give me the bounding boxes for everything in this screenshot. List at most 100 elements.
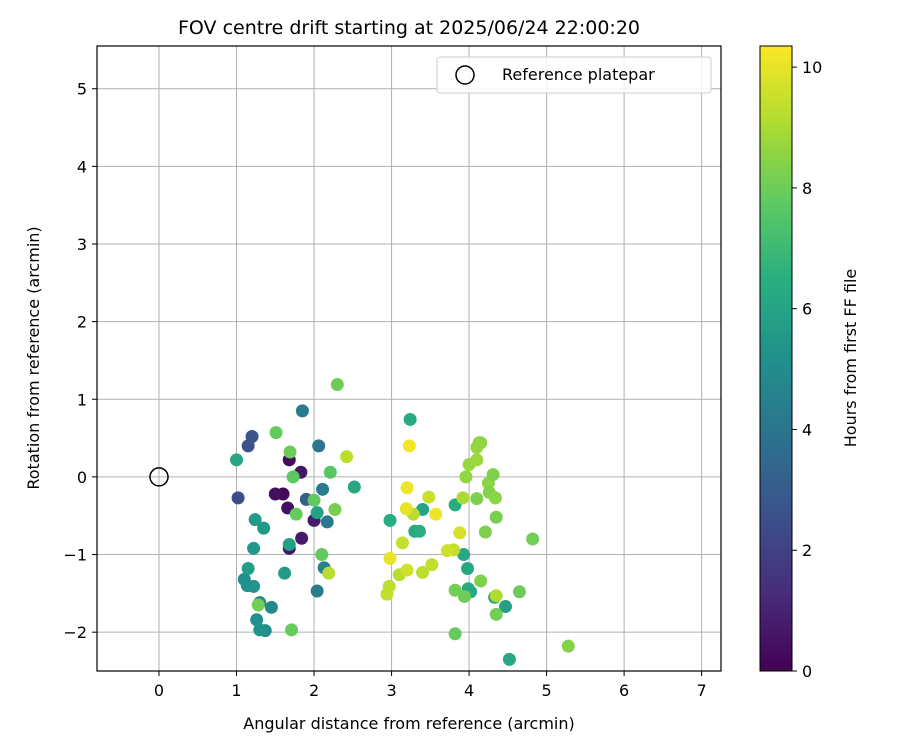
- x-tick-label: 7: [697, 681, 707, 700]
- data-point: [323, 465, 337, 479]
- data-point: [400, 563, 414, 577]
- data-point: [257, 521, 271, 535]
- plot-area: 0 1 2 3 4 5 6 7 −2 −1 0 1 2 3 4 5: [63, 45, 722, 700]
- data-point: [247, 541, 261, 555]
- x-tick-label: 0: [154, 681, 164, 700]
- data-point: [278, 566, 292, 580]
- legend-box: [436, 56, 712, 94]
- legend-entry-label: Reference platepar: [502, 65, 655, 84]
- colorbar-label: Hours from first FF file: [841, 269, 860, 448]
- data-point: [269, 426, 283, 440]
- data-point: [470, 453, 484, 467]
- data-point: [340, 450, 354, 464]
- data-point: [282, 537, 296, 551]
- data-point: [295, 404, 309, 418]
- data-point: [488, 491, 502, 505]
- data-point: [561, 639, 575, 653]
- legend-marker-icon: [455, 65, 475, 85]
- plot-background: [97, 46, 721, 671]
- data-point: [248, 513, 262, 527]
- data-point: [440, 544, 454, 558]
- x-tick-label: 6: [619, 681, 629, 700]
- x-tick-label: 4: [464, 681, 474, 700]
- data-point: [250, 613, 264, 627]
- data-point: [474, 574, 488, 588]
- data-point: [285, 623, 299, 637]
- data-point: [489, 607, 503, 621]
- x-tick-label: 3: [386, 681, 396, 700]
- data-point: [403, 412, 417, 426]
- y-tick-label: 4: [77, 157, 87, 176]
- x-axis-ticks: 0 1 2 3 4 5 6 7: [154, 671, 707, 700]
- colorbar-tick-label: 0: [802, 662, 812, 681]
- data-point: [247, 579, 261, 593]
- data-point: [453, 526, 467, 540]
- data-point: [416, 565, 430, 579]
- data-point: [512, 585, 526, 599]
- data-point: [486, 468, 500, 482]
- data-point: [422, 490, 436, 504]
- data-point: [478, 525, 492, 539]
- data-point: [499, 600, 513, 614]
- plot-frame: [96, 45, 722, 672]
- data-point: [459, 470, 473, 484]
- data-point: [502, 652, 516, 666]
- data-point: [310, 584, 324, 598]
- data-point: [268, 487, 282, 501]
- data-point: [448, 627, 462, 641]
- x-axis-label: Angular distance from reference (arcmin): [243, 714, 574, 733]
- data-point: [457, 548, 471, 562]
- data-point: [402, 439, 416, 453]
- data-point: [283, 445, 297, 459]
- data-point: [472, 436, 486, 450]
- data-point: [425, 558, 439, 572]
- y-tick-label: 1: [77, 390, 87, 409]
- data-point: [330, 378, 344, 392]
- data-point: [320, 515, 334, 529]
- data-point: [461, 562, 475, 576]
- data-point: [399, 502, 413, 516]
- data-point: [231, 491, 245, 505]
- data-point: [395, 536, 409, 550]
- data-point: [400, 481, 414, 495]
- data-point: [448, 583, 462, 597]
- y-tick-label: 0: [77, 468, 87, 487]
- reference-platepar-marker: [149, 467, 169, 487]
- data-point: [328, 503, 342, 517]
- data-point: [253, 623, 267, 637]
- data-point: [457, 589, 471, 603]
- data-points: [230, 378, 575, 666]
- data-point: [526, 532, 540, 546]
- data-point: [315, 548, 329, 562]
- x-tick-label: 5: [541, 681, 551, 700]
- data-point: [286, 470, 300, 484]
- chart-title: FOV centre drift starting at 2025/06/24 …: [178, 17, 640, 39]
- y-tick-label: 5: [77, 80, 87, 99]
- data-point: [307, 493, 321, 507]
- colorbar-gradient: [759, 45, 793, 672]
- data-point: [312, 439, 326, 453]
- data-point: [347, 480, 361, 494]
- data-point: [383, 513, 397, 527]
- y-tick-label: −2: [63, 623, 87, 642]
- data-point: [245, 430, 259, 444]
- y-tick-label: 2: [77, 313, 87, 332]
- data-point: [382, 579, 396, 593]
- y-tick-label: 3: [77, 235, 87, 254]
- data-point: [489, 510, 503, 524]
- colorbar: 0 2 4 6 8 10 Hours from first FF file: [759, 45, 860, 681]
- x-tick-label: 1: [231, 681, 241, 700]
- colorbar-tick-label: 10: [802, 58, 822, 77]
- data-point: [264, 600, 278, 614]
- data-point: [322, 566, 336, 580]
- legend: Reference platepar: [436, 56, 712, 94]
- data-point: [470, 492, 484, 506]
- data-point: [251, 598, 265, 612]
- data-point: [412, 524, 426, 538]
- data-point: [295, 531, 309, 545]
- data-point: [316, 482, 330, 496]
- colorbar-tick-label: 8: [802, 179, 812, 198]
- data-point: [230, 453, 244, 467]
- y-axis-label: Rotation from reference (arcmin): [24, 226, 43, 489]
- data-point: [383, 551, 397, 565]
